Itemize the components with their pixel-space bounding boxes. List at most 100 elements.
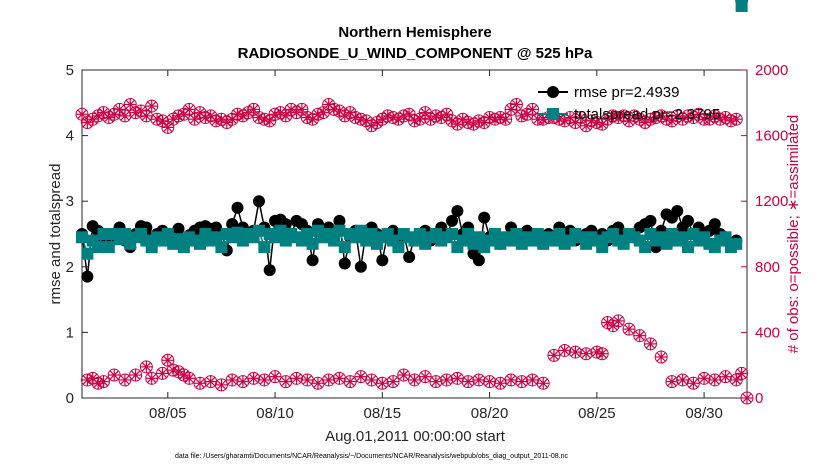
obs-low-assimilated-point-stroke	[517, 376, 527, 387]
obs-assimilated-point-stroke	[565, 112, 575, 123]
obs-low-assimilated-point	[161, 354, 174, 367]
obs-assimilated-point-stroke	[731, 114, 741, 124]
obs-low-assimilated-point	[365, 373, 378, 386]
totalspread-point	[617, 237, 630, 250]
rmse-point	[333, 214, 346, 227]
obs-low-assimilated-point	[258, 373, 271, 386]
obs-low-assimilated-point-stroke	[259, 375, 270, 385]
obs-low-assimilated-point	[118, 373, 131, 386]
obs-assimilated-point	[140, 109, 153, 122]
obs-low-assimilated-point	[279, 375, 292, 388]
x-tick-label: 08/25	[578, 405, 616, 422]
obs-assimilated-point-stroke	[136, 106, 146, 116]
obs-assimilated-point	[344, 106, 357, 119]
chart-subtitle: RADIOSONDE_U_WIND_COMPONENT @ 525 hPa	[238, 45, 593, 62]
obs-low-assimilated-point-stroke	[366, 375, 377, 385]
obs-low-assimilated-point	[183, 372, 196, 385]
y-left-tick-label: 1	[66, 324, 74, 341]
obs-low-assimilated-point	[269, 370, 282, 383]
obs-assimilated-point	[510, 98, 523, 111]
obs-assimilated-point-stroke	[98, 107, 109, 118]
obs-low-assimilated-point-stroke	[141, 362, 152, 372]
obs-assimilated-point-stroke	[189, 114, 200, 124]
obs-low-assimilated-point	[483, 375, 496, 388]
obs-low-assimilated-point-stroke	[667, 376, 677, 387]
totalspread-point	[365, 228, 378, 240]
totalspread-point	[118, 228, 131, 240]
obs-low-assimilated-point	[429, 375, 442, 388]
obs-low-assimilated-point	[226, 373, 239, 386]
obs-low-assimilated-point-stroke	[699, 373, 709, 383]
legend-spread-marker	[547, 108, 559, 120]
rmse-point	[231, 201, 244, 214]
obs-assimilated-point-stroke	[511, 99, 522, 110]
obs-low-assimilated-point-stroke	[356, 372, 366, 382]
y-right-tick-label: 800	[755, 259, 780, 276]
obs-low-assimilated-point	[569, 346, 582, 359]
obs-low-assimilated-point	[108, 369, 121, 382]
totalspread-point	[660, 237, 673, 250]
rmse-point	[376, 254, 389, 267]
obs-low-assimilated-point-stroke	[291, 373, 302, 383]
obs-low-assimilated-point-stroke	[624, 324, 634, 334]
rmse-point	[451, 205, 464, 218]
x-tick-label: 08/05	[149, 405, 187, 422]
totalspread-point	[505, 234, 518, 247]
rmse-point	[338, 257, 351, 270]
obs-low-assimilated-point	[408, 373, 421, 386]
obs-low-assimilated-point-stroke	[238, 376, 248, 387]
rmse-point	[263, 264, 276, 277]
obs-low-assimilated-point-stroke	[570, 347, 581, 357]
obs-low-assimilated-point	[494, 377, 507, 390]
obs-low-assimilated-point-stroke	[559, 345, 570, 356]
legend-rmse-marker	[547, 86, 559, 98]
obs-assimilated-point-stroke	[206, 111, 216, 121]
obs-low-assimilated-point-stroke	[431, 376, 441, 387]
obs-assimilated-point-stroke	[420, 107, 430, 118]
y-right-tick-label: 1200	[755, 193, 788, 210]
obs-low-assimilated-point-stroke	[549, 350, 559, 361]
totalspread-point	[354, 224, 367, 237]
obs-low-assimilated-point	[472, 373, 485, 386]
ticks-layer: 08/05 08/10 08/15 08/20 08/25 08/30 0 1 2 3 4 5 0 400…	[66, 62, 789, 422]
obs-low-assimilated-point-stroke	[216, 380, 227, 390]
y-axis-left-label: rmse and totalspread	[47, 164, 64, 305]
footnote: data file: /Users/gharamti/Documents/NCA…	[175, 453, 569, 460]
x-tick-label: 08/20	[471, 405, 509, 422]
obs-low-assimilated-point	[735, 367, 748, 380]
legend-spread-label: totalspread pr=2.3795	[574, 106, 720, 123]
obs-low-assimilated-point-stroke	[147, 373, 157, 383]
obs-assimilated-point-stroke	[125, 99, 135, 110]
marks-layer	[75, 0, 754, 405]
obs-low-assimilated-point	[719, 370, 732, 383]
y-right-tick-label: 1600	[755, 128, 788, 145]
obs-low-assimilated-point-stroke	[324, 375, 334, 385]
y-right-tick-label: 2000	[755, 62, 788, 79]
obs-low-assimilated-point-stroke	[452, 373, 463, 383]
obs-low-assimilated-point-stroke	[656, 352, 666, 362]
totalspread-point	[730, 237, 743, 250]
obs-assimilated-point	[623, 114, 636, 127]
obs-low-assimilated-point-stroke	[302, 375, 312, 385]
totalspread-point	[97, 228, 110, 240]
obs-low-assimilated-point	[505, 373, 518, 386]
obs-assimilated-point-stroke	[184, 104, 194, 115]
obs-assimilated-point-stroke	[281, 111, 291, 121]
obs-low-assimilated-point	[419, 370, 432, 383]
obs-low-assimilated-point	[612, 314, 625, 327]
obs-assimilated-point	[295, 103, 308, 116]
obs-low-assimilated-point-stroke	[720, 372, 731, 382]
obs-low-assimilated-point	[97, 375, 110, 388]
obs-low-assimilated-point-stroke	[248, 373, 259, 383]
obs-low-assimilated-point	[236, 375, 249, 388]
totalspread-point	[92, 241, 105, 254]
obs-low-assimilated-point-stroke	[527, 375, 538, 385]
y-right-tick-label: 400	[755, 324, 780, 341]
obs-assimilated-point	[183, 103, 196, 116]
x-tick-label: 08/30	[685, 405, 723, 422]
obs-low-assimilated-point-stroke	[184, 373, 194, 383]
obs-low-assimilated-point-stroke	[736, 368, 747, 379]
obs-low-assimilated-point-stroke	[345, 376, 355, 387]
totalspread-point	[510, 228, 523, 240]
obs-assimilated-point-stroke	[576, 112, 586, 123]
